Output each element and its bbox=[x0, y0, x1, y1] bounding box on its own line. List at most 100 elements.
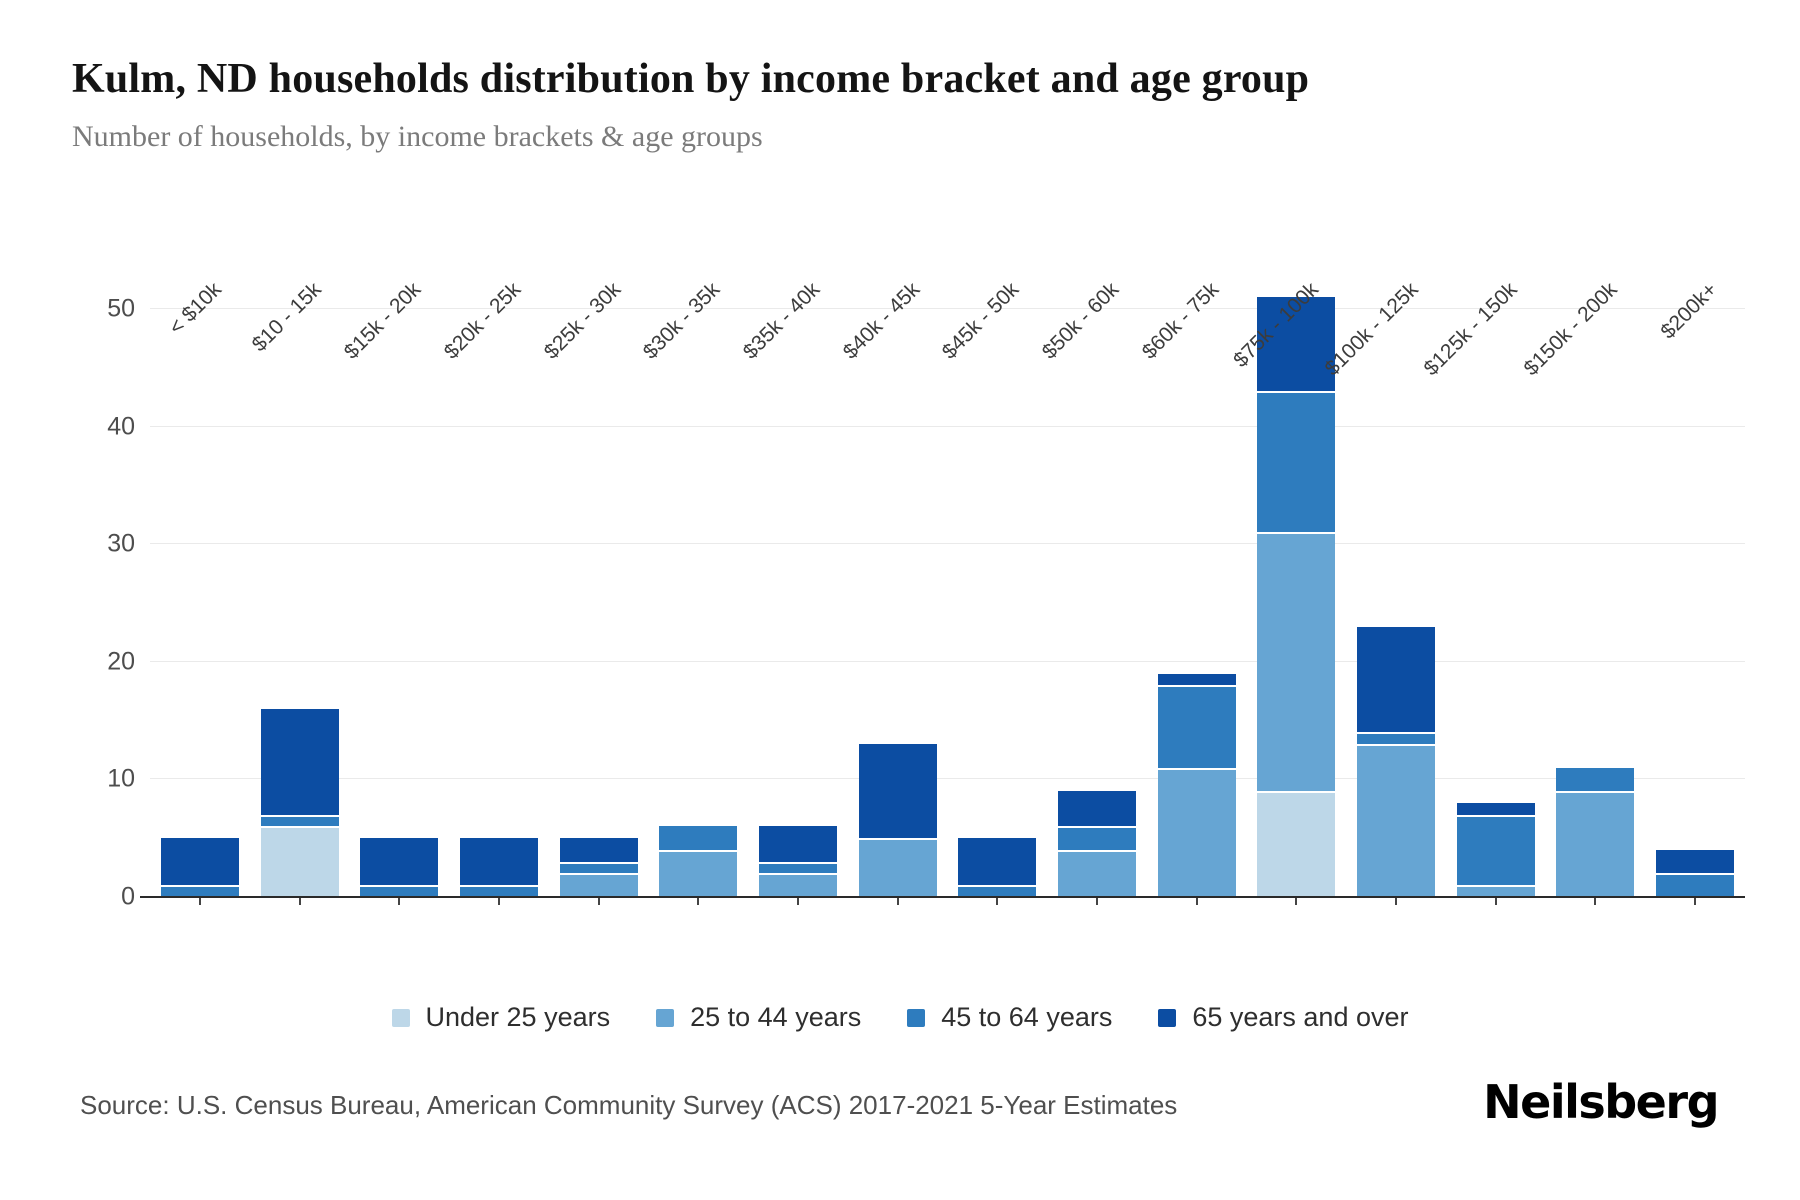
bar-segment[interactable] bbox=[1257, 391, 1336, 533]
bar-segment[interactable] bbox=[659, 849, 738, 897]
bar-segment[interactable] bbox=[1357, 744, 1436, 897]
bar-segment[interactable] bbox=[1157, 767, 1236, 897]
bar-stack bbox=[360, 838, 439, 897]
x-axis-label: $25k - 30k bbox=[539, 278, 625, 364]
bar-stack bbox=[659, 826, 738, 897]
gridline bbox=[150, 660, 1745, 662]
x-axis-label: $45k - 50k bbox=[938, 278, 1024, 364]
bar-stack bbox=[160, 838, 239, 897]
bar-segment[interactable] bbox=[1157, 685, 1236, 768]
bar-segment[interactable] bbox=[858, 838, 937, 897]
gridline bbox=[150, 308, 1745, 310]
bar-segment[interactable] bbox=[260, 814, 339, 827]
bar-segment[interactable] bbox=[160, 838, 239, 886]
axis-tick bbox=[896, 898, 899, 905]
bar-segment[interactable] bbox=[1257, 532, 1336, 792]
bar-stack bbox=[1357, 626, 1436, 897]
bar-segment[interactable] bbox=[160, 885, 239, 897]
neilsberg-logo: Neilsberg bbox=[1483, 1075, 1719, 1129]
bar-segment[interactable] bbox=[858, 744, 937, 839]
y-axis-label: 30 bbox=[107, 529, 135, 558]
bar-segment[interactable] bbox=[758, 826, 837, 862]
bar-stack bbox=[1456, 802, 1535, 897]
bar-column: < $10k bbox=[150, 262, 250, 905]
legend-label: 25 to 44 years bbox=[690, 1002, 862, 1032]
plot-area: 0 10 20 30 40 50 < $10k $10 - 15k $15k - 20k $20… bbox=[107, 262, 1745, 911]
bar-segment[interactable] bbox=[459, 838, 538, 886]
gridline bbox=[150, 778, 1745, 780]
x-axis-label: $35k - 40k bbox=[738, 278, 825, 364]
bar-segment[interactable] bbox=[360, 838, 439, 886]
x-axis-label: $20k - 25k bbox=[439, 278, 526, 364]
bar-column: $100k - 125k bbox=[1320, 262, 1446, 905]
source-text: Source: U.S. Census Bureau, American Com… bbox=[80, 1090, 1178, 1120]
bar-segment[interactable] bbox=[1456, 885, 1535, 897]
y-axis-label: 0 bbox=[121, 882, 135, 911]
bar-stack bbox=[260, 708, 339, 897]
legend-label: 65 years and over bbox=[1192, 1002, 1409, 1032]
bar-segment[interactable] bbox=[758, 861, 837, 874]
bar-column: $40k - 45k bbox=[838, 262, 948, 905]
legend-swatch bbox=[391, 1008, 410, 1027]
legend-item[interactable]: Under 25 years bbox=[391, 1002, 611, 1033]
axis-tick bbox=[198, 898, 201, 905]
bar-segment[interactable] bbox=[758, 873, 837, 897]
bar-segment[interactable] bbox=[260, 708, 339, 815]
bar-segment[interactable] bbox=[559, 838, 638, 862]
chart-legend: Under 25 years 25 to 44 years 45 to 64 yea… bbox=[0, 1002, 1800, 1033]
bar-segment[interactable] bbox=[1257, 791, 1336, 897]
legend-label: Under 25 years bbox=[425, 1002, 611, 1032]
x-axis-label: $10 - 15k bbox=[247, 278, 326, 357]
bar-column: $20k - 25k bbox=[440, 262, 549, 905]
bar-column: $75k - 100k bbox=[1229, 262, 1347, 905]
bar-column: $125k - 150k bbox=[1420, 262, 1546, 905]
bar-segment[interactable] bbox=[1456, 814, 1535, 886]
bar-column: $50k - 60k bbox=[1038, 262, 1147, 905]
bar-segment[interactable] bbox=[1157, 673, 1236, 686]
bar-segment[interactable] bbox=[559, 873, 638, 897]
legend-swatch bbox=[656, 1008, 675, 1027]
bar-column: $10 - 15k bbox=[247, 262, 350, 905]
bar-segment[interactable] bbox=[1556, 767, 1635, 792]
legend-label: 45 to 64 years bbox=[941, 1002, 1113, 1032]
bar-segment[interactable] bbox=[459, 885, 538, 897]
legend-item[interactable]: 45 to 64 years bbox=[907, 1002, 1112, 1033]
bar-segment[interactable] bbox=[260, 826, 339, 897]
bar-stack bbox=[1257, 297, 1336, 897]
y-axis-label: 20 bbox=[107, 647, 135, 676]
axis-tick bbox=[1594, 898, 1597, 905]
bar-segment[interactable] bbox=[1058, 826, 1137, 850]
axis-tick bbox=[1694, 898, 1697, 905]
gridline bbox=[150, 543, 1745, 545]
bar-stack bbox=[958, 838, 1037, 897]
page-subtitle: Number of households, by income brackets… bbox=[72, 120, 763, 153]
bar-segment[interactable] bbox=[360, 885, 439, 897]
legend-item[interactable]: 65 years and over bbox=[1158, 1002, 1409, 1033]
axis-tick bbox=[298, 898, 301, 905]
bar-segment[interactable] bbox=[1058, 791, 1137, 827]
axis-tick bbox=[996, 898, 999, 905]
bar-column: $200k+ bbox=[1645, 262, 1745, 905]
bar-stack bbox=[1058, 791, 1137, 897]
bar-segment[interactable] bbox=[659, 826, 738, 850]
bar-segment[interactable] bbox=[958, 838, 1037, 886]
bar-segment[interactable] bbox=[1357, 732, 1436, 745]
bar-stack bbox=[1656, 849, 1735, 897]
bar-segment[interactable] bbox=[1257, 297, 1336, 392]
x-axis-label: < $10k bbox=[164, 278, 227, 340]
bar-column: $15k - 20k bbox=[340, 262, 449, 905]
bar-segment[interactable] bbox=[1656, 849, 1735, 874]
axis-tick bbox=[398, 898, 401, 905]
bar-segment[interactable] bbox=[1058, 849, 1137, 897]
bar-segment[interactable] bbox=[559, 861, 638, 874]
axis-tick bbox=[697, 898, 700, 905]
bar-segment[interactable] bbox=[958, 885, 1037, 897]
bar-segment[interactable] bbox=[1656, 873, 1735, 897]
legend-item[interactable]: 25 to 44 years bbox=[656, 1002, 861, 1033]
page-title: Kulm, ND households distribution by inco… bbox=[72, 56, 1310, 102]
axis-tick bbox=[597, 898, 600, 905]
bar-stack bbox=[858, 744, 937, 897]
bar-segment[interactable] bbox=[1357, 626, 1436, 733]
bar-segment[interactable] bbox=[1556, 791, 1635, 897]
bar-segment[interactable] bbox=[1456, 802, 1535, 815]
